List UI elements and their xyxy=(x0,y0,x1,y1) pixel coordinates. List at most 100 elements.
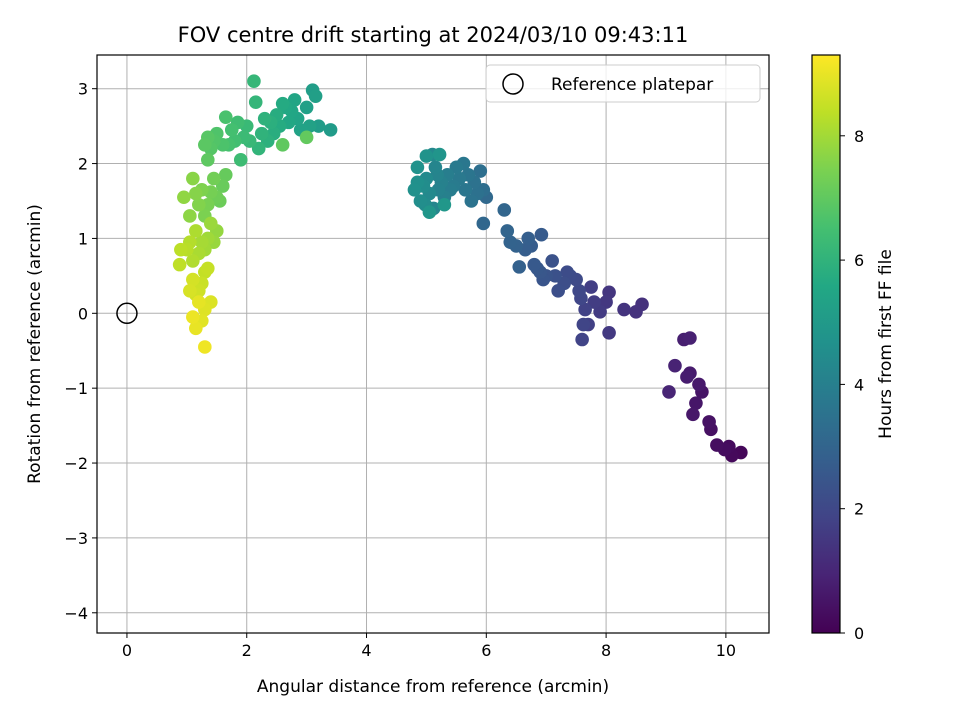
data-point xyxy=(248,95,263,109)
data-point xyxy=(702,415,716,429)
data-point xyxy=(186,272,200,287)
y-tick-label: −2 xyxy=(64,454,88,473)
data-point xyxy=(299,100,314,115)
data-point xyxy=(177,190,191,205)
data-point xyxy=(172,257,187,272)
y-axis-ticks: −4 −3 −2 −1 0 1 2 3 xyxy=(64,80,97,623)
colorbar-label: Hours from first FF file xyxy=(876,249,896,439)
x-axis-ticks: 0 2 4 6 8 10 xyxy=(122,633,736,660)
data-point xyxy=(576,317,591,332)
data-point xyxy=(413,194,428,208)
reference-platepar-marker xyxy=(116,302,138,325)
data-point xyxy=(449,160,464,175)
grid-lines xyxy=(97,55,769,633)
data-point xyxy=(668,358,682,373)
x-tick-label: 0 xyxy=(122,641,132,660)
y-tick-label: 2 xyxy=(78,155,88,174)
data-point xyxy=(198,340,212,354)
data-point xyxy=(203,216,218,231)
data-point xyxy=(233,153,248,167)
data-point xyxy=(251,141,266,156)
legend-entry-reference: Reference platepar xyxy=(551,75,713,95)
chart-title: FOV centre drift starting at 2024/03/10 … xyxy=(178,23,689,47)
data-point xyxy=(206,171,221,186)
data-point xyxy=(476,216,491,231)
x-tick-label: 6 xyxy=(481,641,491,660)
colorbar-gradient xyxy=(811,54,841,634)
data-point xyxy=(662,385,676,399)
data-point xyxy=(599,295,613,309)
data-point xyxy=(189,224,203,238)
data-point xyxy=(198,138,212,152)
data-point xyxy=(183,284,197,298)
data-point xyxy=(521,231,536,246)
data-point xyxy=(527,257,542,272)
data-point xyxy=(275,96,290,111)
data-point xyxy=(686,407,700,422)
data-point xyxy=(575,332,589,347)
colorbar-tick-label: 0 xyxy=(854,624,864,643)
data-point xyxy=(186,254,200,268)
y-tick-label: −4 xyxy=(64,604,88,623)
data-point xyxy=(560,265,574,279)
data-point xyxy=(689,396,703,410)
legend-box xyxy=(485,64,761,103)
data-point xyxy=(587,295,601,309)
data-point xyxy=(602,325,616,340)
x-tick-label: 4 xyxy=(361,641,371,660)
data-point xyxy=(437,197,452,212)
x-tick-label: 2 xyxy=(242,641,252,660)
data-point xyxy=(407,182,422,197)
data-point xyxy=(428,160,443,175)
data-point xyxy=(692,377,706,392)
data-point xyxy=(174,242,188,257)
data-point xyxy=(275,138,290,152)
data-point xyxy=(186,310,200,324)
data-point xyxy=(192,295,206,309)
data-point xyxy=(534,227,549,242)
data-point xyxy=(617,302,631,317)
colorbar-tick-label: 4 xyxy=(854,375,864,394)
data-point xyxy=(683,331,697,345)
colorbar-tick-label: 2 xyxy=(854,500,864,519)
legend: Reference platepar xyxy=(485,64,761,103)
data-point xyxy=(545,254,559,268)
data-point xyxy=(422,205,437,220)
data-point xyxy=(572,284,586,298)
data-point xyxy=(189,186,203,201)
data-point xyxy=(183,209,197,223)
data-point xyxy=(551,284,565,298)
data-point xyxy=(464,194,479,208)
data-point xyxy=(578,302,592,317)
data-point xyxy=(218,167,233,182)
data-point xyxy=(201,261,215,276)
data-point xyxy=(512,260,527,274)
data-point xyxy=(584,280,598,294)
data-point xyxy=(224,123,239,137)
data-point xyxy=(189,321,203,336)
x-axis-label: Angular distance from reference (arcmin) xyxy=(257,677,609,697)
data-point xyxy=(503,235,518,249)
data-point xyxy=(473,164,488,178)
data-point xyxy=(201,153,215,167)
plot-frame xyxy=(96,54,770,634)
data-point xyxy=(497,203,512,217)
data-point xyxy=(215,179,230,193)
y-tick-label: 1 xyxy=(78,229,88,248)
data-point xyxy=(680,370,694,384)
data-point xyxy=(257,111,272,126)
legend-reference-marker xyxy=(502,73,524,95)
y-tick-label: −1 xyxy=(64,379,88,398)
y-tick-label: 0 xyxy=(78,304,88,323)
scatter-points xyxy=(172,74,748,463)
data-point xyxy=(247,74,261,89)
data-point xyxy=(254,126,269,141)
data-point xyxy=(186,171,200,186)
data-point xyxy=(192,197,206,212)
y-tick-label: 3 xyxy=(78,80,88,99)
data-point xyxy=(308,89,323,103)
colorbar: 0 2 4 6 8 Hours from first FF file xyxy=(811,54,896,643)
data-point xyxy=(629,305,643,319)
data-point xyxy=(195,235,209,249)
